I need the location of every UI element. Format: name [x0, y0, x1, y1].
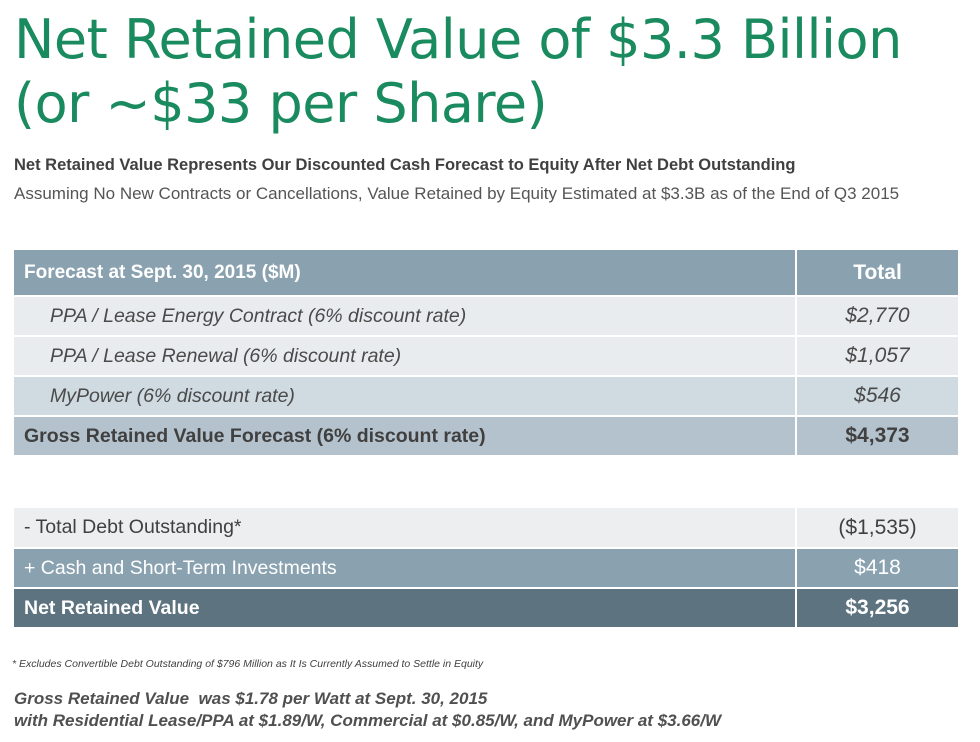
- bottom-line-1: Gross Retained Value was $1.78 per Watt …: [14, 689, 488, 708]
- subtitle-regular: Assuming No New Contracts or Cancellatio…: [14, 184, 900, 203]
- forecast-table: Forecast at Sept. 30, 2015 ($M) Total PP…: [14, 250, 958, 457]
- forecast-header-total: Total: [795, 250, 958, 297]
- row-label: - Total Debt Outstanding*: [14, 508, 796, 549]
- forecast-header-label: Forecast at Sept. 30, 2015 ($M): [14, 250, 796, 297]
- row-label: PPA / Lease Renewal (6% discount rate): [14, 336, 796, 377]
- row-value: $4,373: [795, 416, 958, 457]
- title-line-2: (or ~$33 per Share): [14, 72, 548, 135]
- table-row: - Total Debt Outstanding* ($1,535): [14, 508, 958, 549]
- row-value: $3,256: [795, 588, 958, 629]
- row-value: $418: [795, 548, 958, 589]
- net-retained-value-row: Net Retained Value $3,256: [14, 588, 958, 629]
- net-value-table: - Total Debt Outstanding* ($1,535) + Cas…: [14, 508, 958, 629]
- table-row: + Cash and Short-Term Investments $418: [14, 548, 958, 589]
- bottom-line-2: with Residential Lease/PPA at $1.89/W, C…: [14, 711, 722, 730]
- forecast-header-row: Forecast at Sept. 30, 2015 ($M) Total: [14, 250, 958, 297]
- row-label: Gross Retained Value Forecast (6% discou…: [14, 416, 796, 457]
- row-value: $1,057: [795, 336, 958, 377]
- row-label: PPA / Lease Energy Contract (6% discount…: [14, 296, 796, 337]
- row-label: Net Retained Value: [14, 588, 796, 629]
- row-label: MyPower (6% discount rate): [14, 376, 796, 417]
- footnote: * Excludes Convertible Debt Outstanding …: [12, 658, 484, 670]
- row-value: $2,770: [795, 296, 958, 337]
- title-line-1: Net Retained Value of $3.3 Billion: [14, 8, 902, 71]
- gross-retained-value-row: Gross Retained Value Forecast (6% discou…: [14, 416, 958, 457]
- table-row: MyPower (6% discount rate) $546: [14, 376, 958, 417]
- subtitle-bold: Net Retained Value Represents Our Discou…: [14, 156, 796, 174]
- bottom-summary: Gross Retained Value was $1.78 per Watt …: [14, 688, 721, 732]
- row-label: + Cash and Short-Term Investments: [14, 548, 796, 589]
- page-title: Net Retained Value of $3.3 Billion (or ~…: [14, 8, 964, 136]
- table-row: PPA / Lease Energy Contract (6% discount…: [14, 296, 958, 337]
- row-value: $546: [795, 376, 958, 417]
- row-value: ($1,535): [795, 508, 958, 549]
- table-row: PPA / Lease Renewal (6% discount rate) $…: [14, 336, 958, 377]
